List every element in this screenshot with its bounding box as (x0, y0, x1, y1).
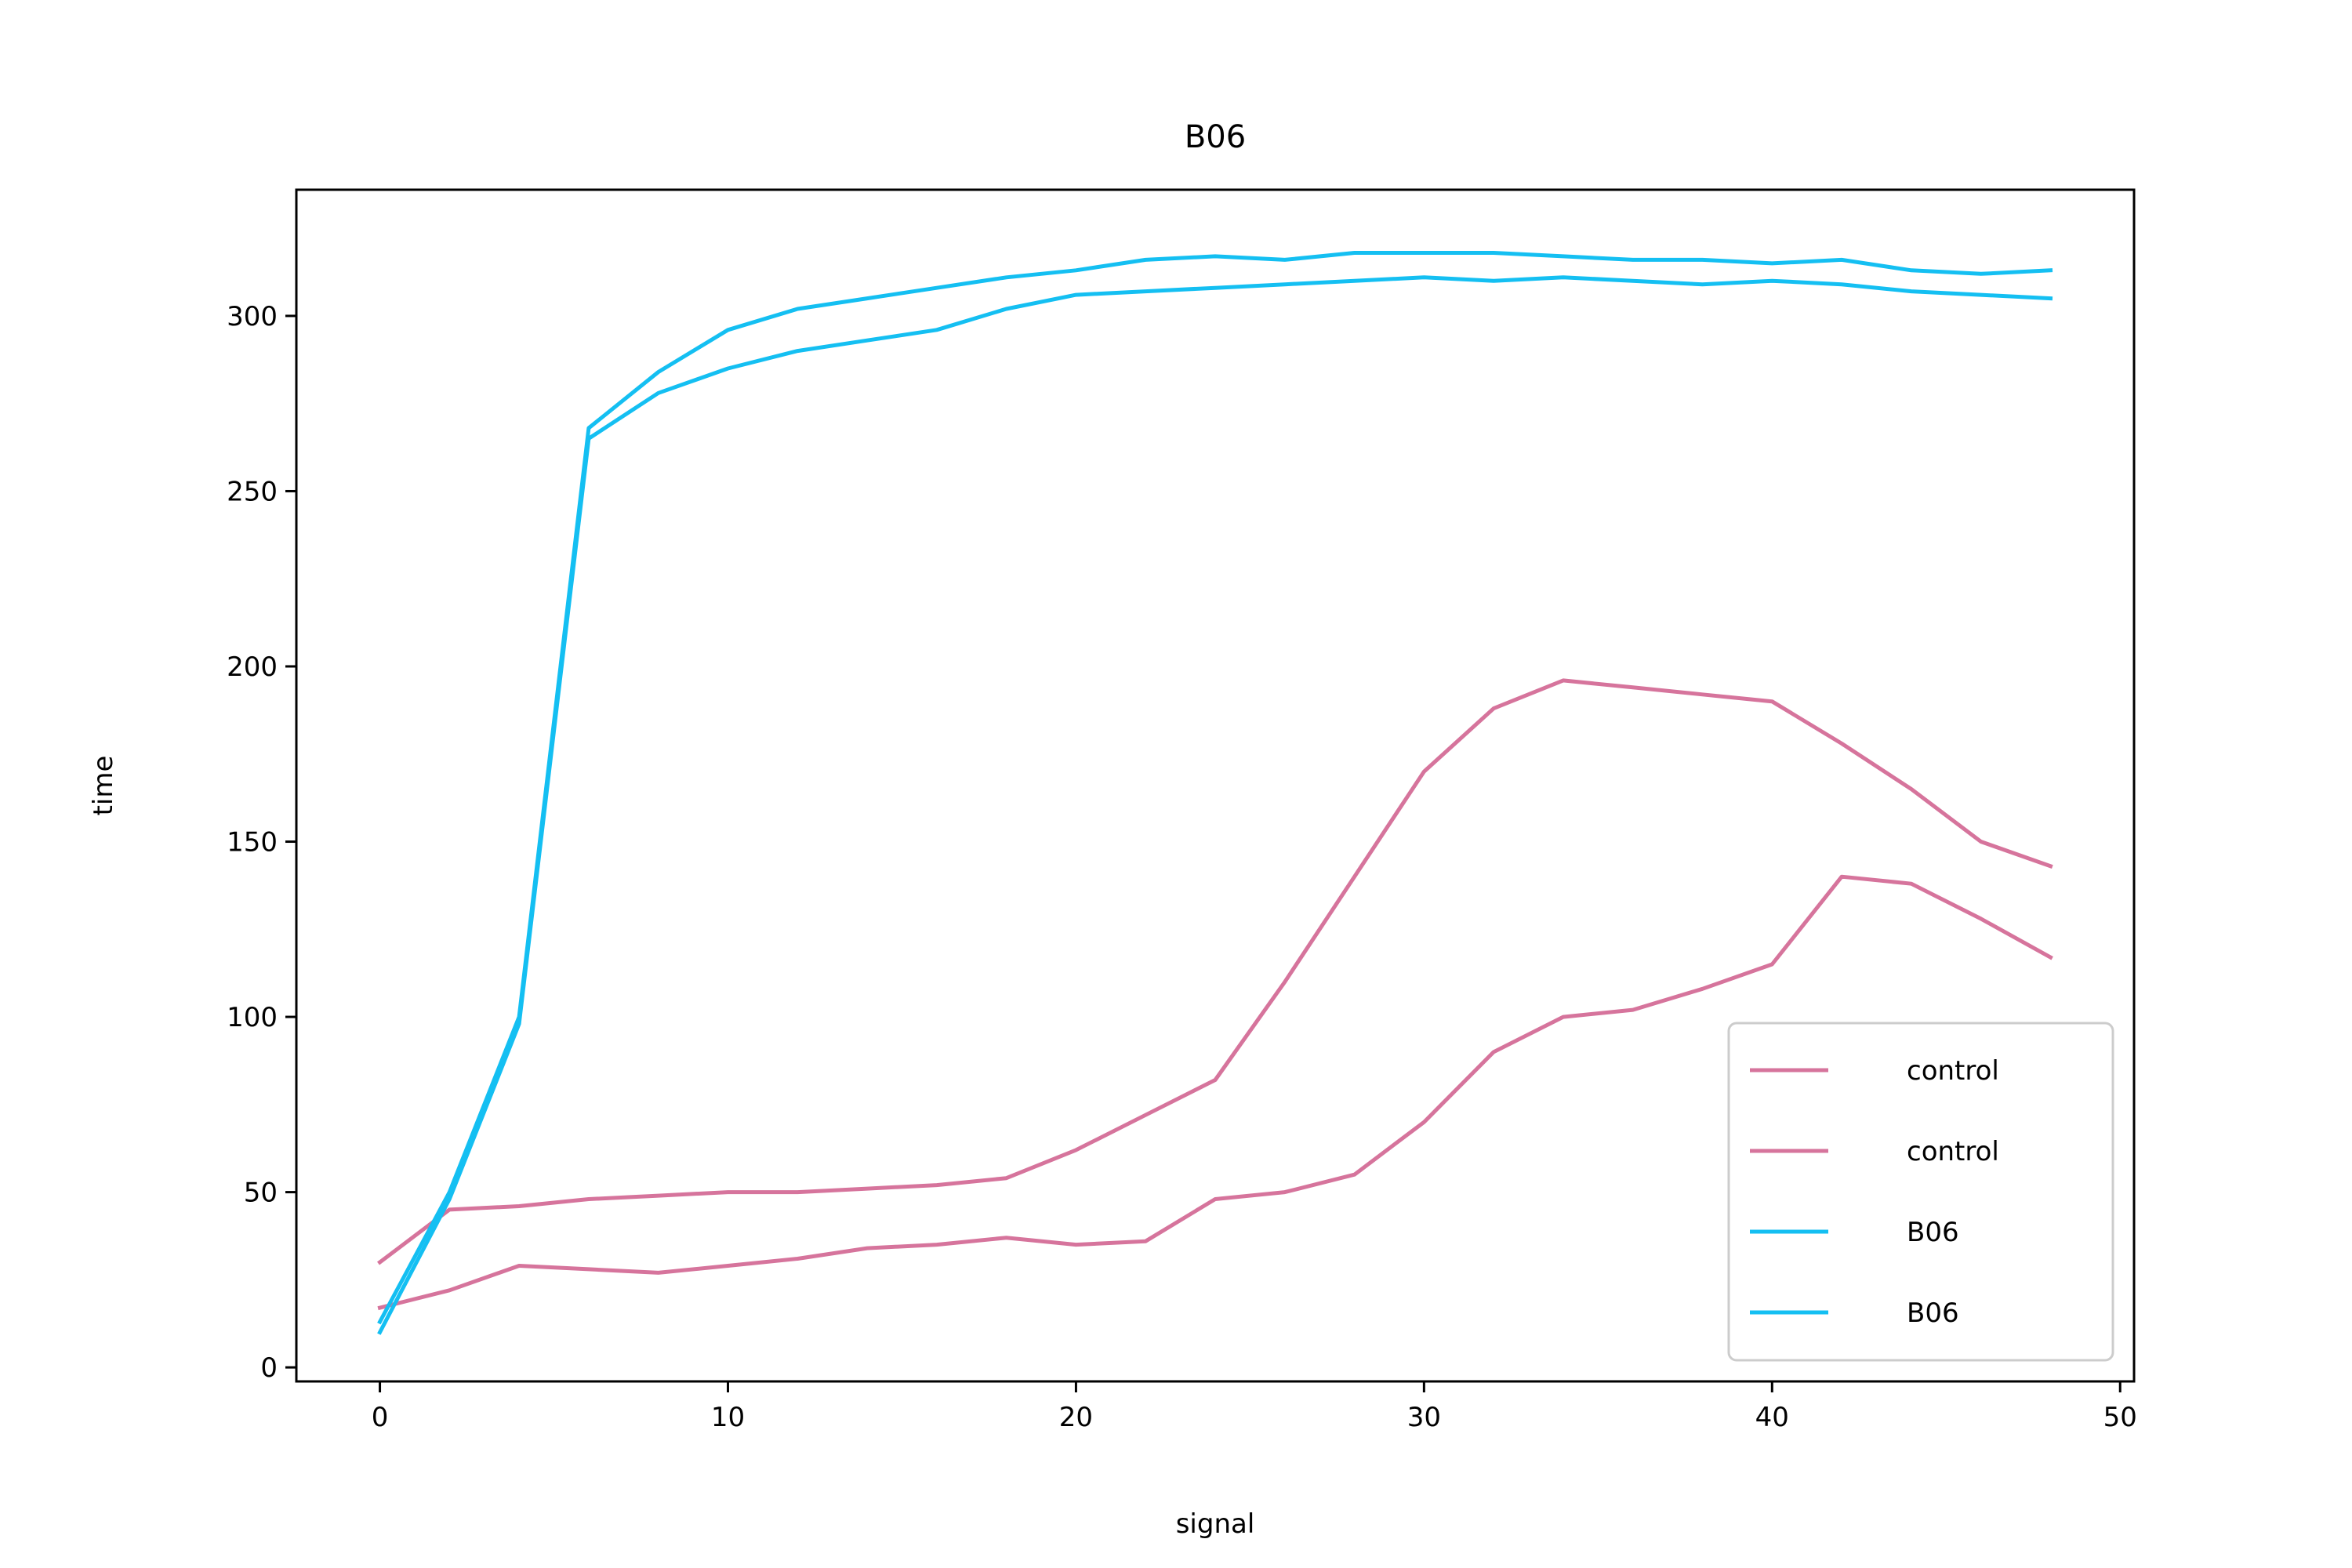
y-tick-label: 250 (227, 476, 278, 507)
y-tick-label: 150 (227, 827, 278, 858)
y-tick-label: 300 (227, 301, 278, 332)
plot-area-frame (295, 188, 2136, 1383)
x-tick-label: 10 (711, 1402, 745, 1433)
legend-label-b06: B06 (1907, 1298, 1959, 1329)
axis-ticks: 0 10 20 30 40 50 0 50 100 150 200 250 300 (227, 301, 2137, 1433)
y-tick-label: 100 (227, 1002, 278, 1033)
x-tick-label: 0 (372, 1402, 389, 1433)
x-tick-label: 30 (1407, 1402, 1441, 1433)
series-line-b06 (377, 275, 2053, 1335)
x-tick-label: 50 (2103, 1402, 2137, 1433)
series-line-control (376, 678, 2053, 1265)
chart-title: B06 (1185, 119, 1246, 155)
x-tick-label: 40 (1755, 1402, 1789, 1433)
series-lines (376, 251, 2053, 1335)
y-tick-label: 0 (260, 1352, 278, 1384)
legend-box (1727, 1022, 2114, 1362)
series-line-control (377, 874, 2053, 1311)
legend-label-control: control (1907, 1055, 1999, 1087)
series-line-b06 (377, 251, 2053, 1325)
legend-label-b06: B06 (1907, 1217, 1959, 1248)
x-axis-label: signal (1176, 1508, 1255, 1540)
y-axis-label: time (88, 756, 119, 816)
y-tick-label: 50 (244, 1178, 278, 1209)
y-tick-label: 200 (227, 652, 278, 683)
legend: control control B06 B06 (1727, 1022, 2114, 1362)
x-tick-label: 20 (1059, 1402, 1093, 1433)
legend-label-control: control (1907, 1136, 1999, 1167)
